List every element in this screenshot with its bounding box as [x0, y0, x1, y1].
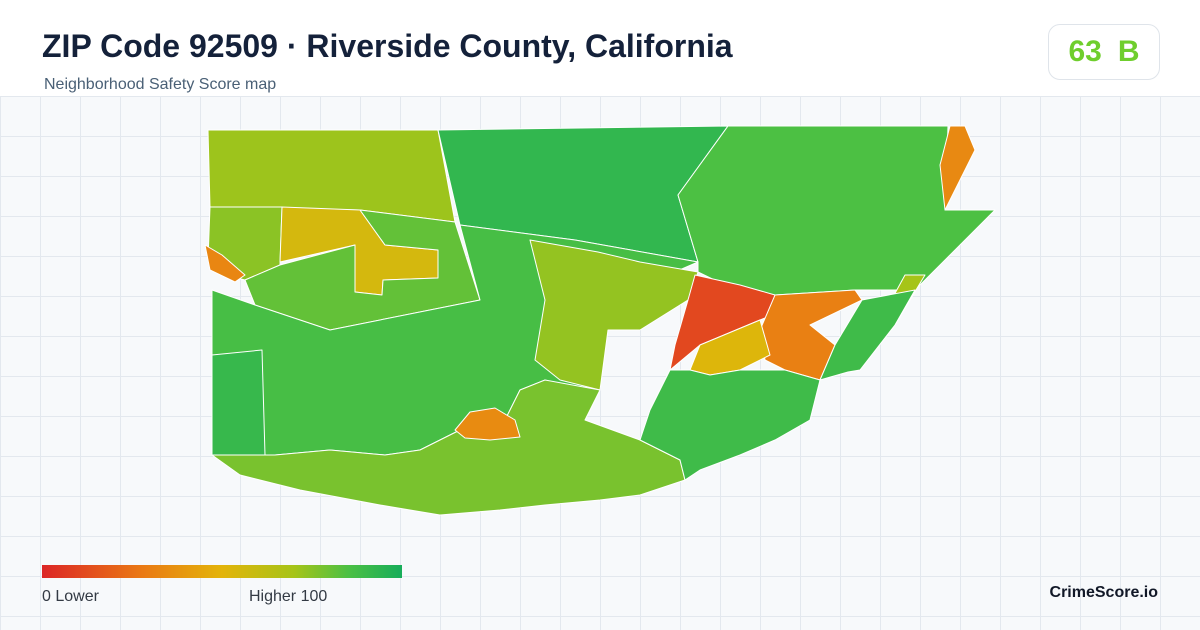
legend-gradient-bar — [42, 565, 402, 578]
map-region[interactable] — [454, 407, 521, 441]
page-title: ZIP Code 92509 · Riverside County, Calif… — [42, 28, 733, 64]
score-badge: 63 B — [1048, 24, 1160, 80]
map-region[interactable] — [211, 349, 266, 456]
brand-logo-text[interactable]: CrimeScore.io — [1049, 584, 1158, 601]
map-region[interactable] — [204, 244, 246, 283]
map-region[interactable] — [639, 289, 916, 481]
score-value: 63 — [1068, 35, 1102, 68]
score-grade: B — [1117, 35, 1140, 68]
map-region[interactable] — [529, 239, 699, 391]
header-band — [0, 0, 1200, 96]
legend-high-label: Higher 100 — [249, 588, 328, 605]
page-subtitle: Neighborhood Safety Score map — [44, 76, 277, 93]
legend-low-label: 0 Lower — [42, 588, 99, 605]
map-region[interactable] — [939, 125, 976, 211]
